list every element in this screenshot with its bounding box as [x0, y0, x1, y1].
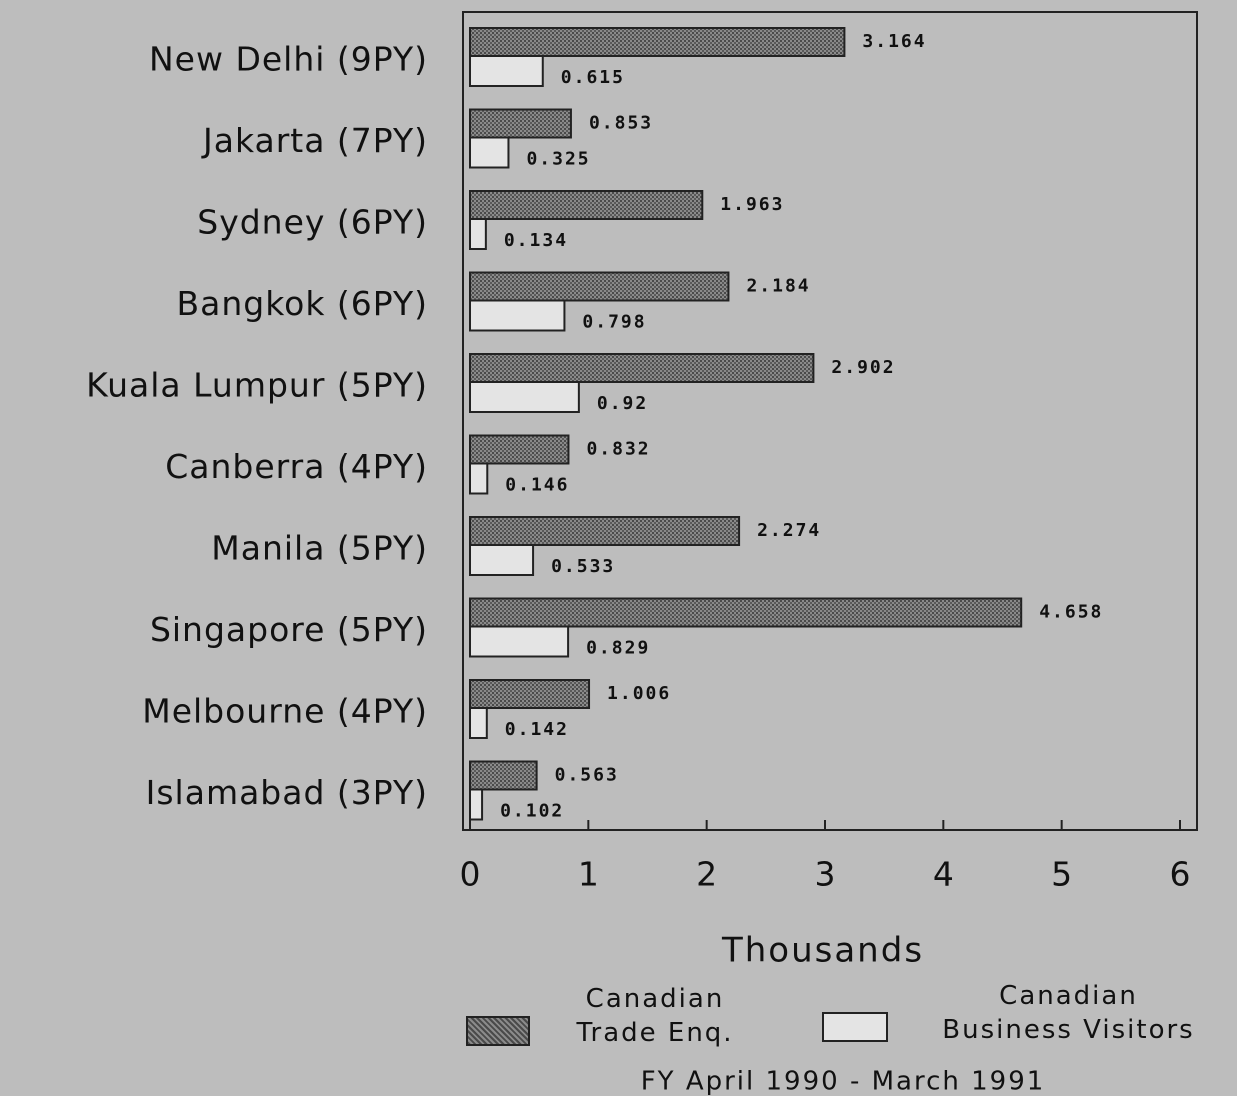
category-label: Bangkok (6PY)	[176, 284, 428, 323]
category-label: Singapore (5PY)	[150, 610, 428, 649]
x-tick-label: 1	[578, 855, 599, 894]
value-label: 2.184	[746, 276, 810, 297]
value-label: 0.146	[505, 475, 569, 496]
x-tick-label: 2	[696, 855, 717, 894]
value-label: 4.658	[1039, 602, 1103, 623]
bar	[469, 434, 570, 465]
x-tick-label: 5	[1051, 855, 1072, 894]
x-axis-label: Thousands	[721, 931, 924, 971]
legend-label: Canadian Trade Enq.	[576, 984, 734, 1048]
bar	[469, 353, 815, 383]
value-label: 0.142	[505, 719, 569, 740]
value-label: 0.134	[504, 230, 568, 251]
bar	[469, 707, 488, 739]
category-label: Canberra (4PY)	[165, 447, 428, 486]
bar	[469, 544, 535, 576]
bar	[469, 760, 538, 791]
x-tick-label: 4	[933, 855, 954, 894]
note: FY April 1990 - March 1991	[641, 1067, 1046, 1096]
value-label: 0.533	[551, 556, 615, 577]
category-label: Jakarta (7PY)	[201, 121, 428, 160]
bar	[469, 136, 510, 169]
value-label: 0.325	[526, 149, 590, 170]
value-label: 1.963	[720, 194, 784, 215]
value-label: 0.798	[582, 312, 646, 333]
category-label: Kuala Lumpur (5PY)	[86, 366, 428, 405]
bar	[469, 516, 741, 546]
bar	[469, 299, 566, 332]
legend-swatch	[822, 1012, 888, 1042]
bar	[469, 55, 544, 87]
bar	[469, 788, 484, 821]
bar	[469, 271, 730, 302]
bar	[469, 108, 572, 139]
value-label: 0.832	[586, 439, 650, 460]
value-label: 3.164	[862, 31, 926, 52]
x-tick-label: 6	[1170, 855, 1191, 894]
value-label: 0.92	[597, 393, 648, 414]
category-label: Sydney (6PY)	[197, 203, 428, 242]
plot-frame	[462, 11, 1198, 831]
value-label: 0.563	[555, 765, 619, 786]
category-label: Melbourne (4PY)	[142, 692, 428, 731]
category-label: Manila (5PY)	[211, 529, 428, 568]
legend-label: Canadian Business Visitors	[942, 981, 1195, 1045]
value-label: 0.102	[500, 801, 564, 822]
x-tick-label: 0	[460, 855, 481, 894]
bar	[469, 190, 704, 220]
value-label: 0.615	[561, 67, 625, 88]
value-label: 2.274	[757, 520, 821, 541]
value-label: 0.829	[586, 638, 650, 659]
bar	[469, 218, 487, 250]
category-label: New Delhi (9PY)	[149, 40, 428, 79]
value-label: 0.853	[589, 113, 653, 134]
bar	[469, 27, 846, 57]
bar	[469, 679, 591, 709]
bar	[469, 597, 1023, 628]
bar	[469, 381, 580, 413]
legend-swatch	[466, 1016, 530, 1046]
category-label: Islamabad (3PY)	[146, 773, 428, 812]
bar	[469, 625, 570, 658]
bar	[469, 462, 489, 495]
value-label: 2.902	[831, 357, 895, 378]
value-label: 1.006	[607, 683, 671, 704]
x-tick-label: 3	[815, 855, 836, 894]
